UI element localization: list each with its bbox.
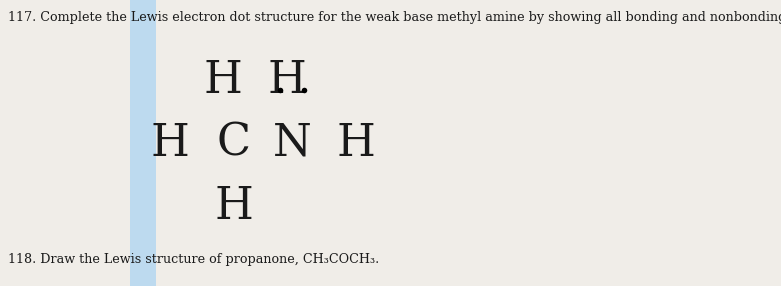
- Text: H: H: [214, 184, 253, 227]
- Text: H: H: [151, 122, 189, 164]
- Text: H: H: [337, 122, 375, 164]
- Text: C: C: [216, 122, 251, 164]
- Text: H: H: [204, 59, 242, 102]
- Bar: [130, 0, 155, 286]
- Text: H: H: [267, 59, 306, 102]
- Text: N: N: [273, 122, 312, 164]
- Text: 117. Complete the Lewis electron dot structure for the weak base methyl amine by: 117. Complete the Lewis electron dot str…: [8, 11, 781, 24]
- Text: 118. Draw the Lewis structure of propanone, CH₃COCH₃.: 118. Draw the Lewis structure of propano…: [8, 253, 380, 266]
